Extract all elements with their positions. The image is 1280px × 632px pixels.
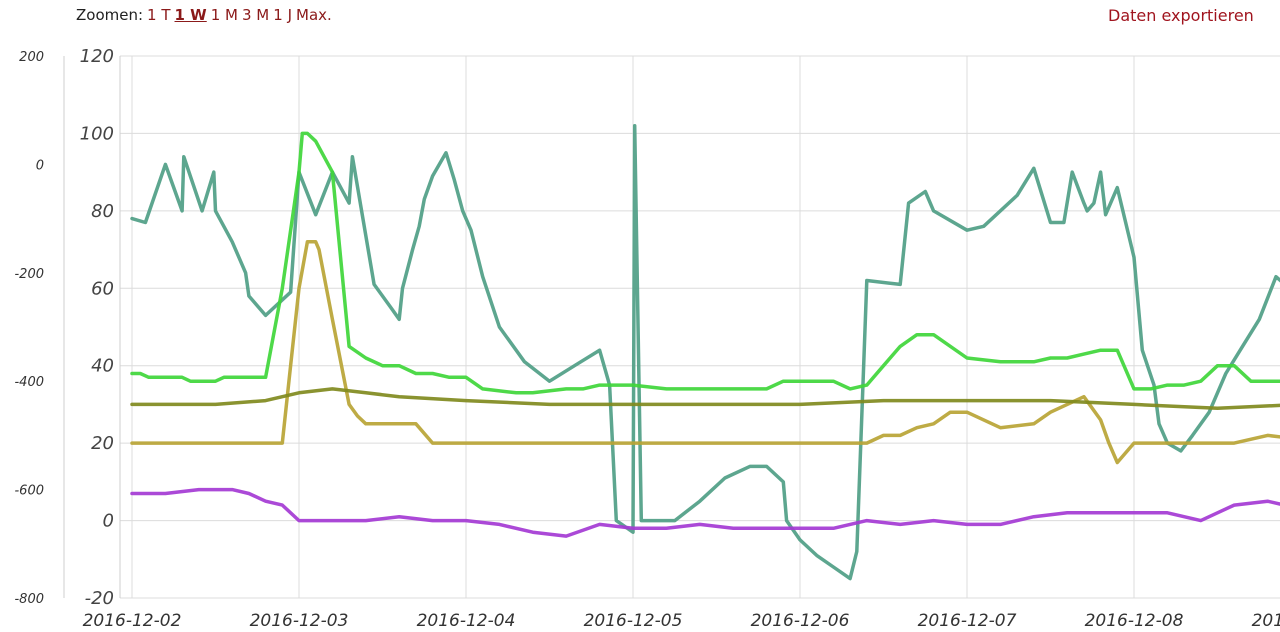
x-tick-label: 2016-12-02 <box>83 611 182 631</box>
export-data-link[interactable]: Daten exportieren <box>1108 6 1254 25</box>
series-line-2 <box>130 240 1280 465</box>
y-right-tick-label: 60 <box>91 278 114 299</box>
zoom-option-1[interactable]: 1 W <box>174 6 207 24</box>
zoom-option-3[interactable]: 3 M <box>242 6 270 24</box>
y-left-tick-label: 200 <box>19 50 44 65</box>
y-left-tick-label: 0 <box>36 158 44 173</box>
y-right-tick-label: 100 <box>80 123 114 144</box>
x-tick-label: 2016-12-07 <box>918 611 1017 631</box>
series-line-0 <box>130 123 1280 581</box>
y-right-tick-label: 80 <box>91 201 114 222</box>
zoom-label: Zoomen: <box>76 6 144 24</box>
y-right-tick-label: 120 <box>80 46 114 67</box>
zoom-option-2[interactable]: 1 M <box>210 6 238 24</box>
x-axis: 2016-12-02 2016-12-03 2016-12-04 2016-12-05… <box>83 611 1280 631</box>
series-line-3 <box>130 387 1280 411</box>
chart-series <box>130 123 1280 581</box>
x-tick-label: 2016-12-08 <box>1085 611 1184 631</box>
series-line-4 <box>130 487 1280 538</box>
y-left-axis: 200 0 -200 -400 -600 -800 <box>14 50 65 607</box>
zoom-option-5[interactable]: Max. <box>296 6 332 24</box>
x-tick-label: 2016-12-06 <box>751 611 850 631</box>
zoom-option-0[interactable]: 1 T <box>147 6 171 24</box>
x-tick-label: 2016-12-03 <box>250 611 349 631</box>
y-right-tick-label: 20 <box>91 433 114 454</box>
series-line-1 <box>130 131 1280 395</box>
zoom-option-4[interactable]: 1 J <box>273 6 293 24</box>
x-tick-label: 2016-12-04 <box>417 611 516 631</box>
y-left-tick-label: -600 <box>14 484 44 499</box>
y-right-tick-label: 0 <box>103 511 114 532</box>
y-left-tick-label: -400 <box>14 375 44 390</box>
x-tick-label: 2016-12-05 <box>584 611 683 631</box>
y-right-tick-label: -20 <box>85 588 114 609</box>
y-left-tick-label: -200 <box>14 267 44 282</box>
y-right-axis: 120 100 80 60 40 20 0 -20 <box>80 46 121 609</box>
y-right-tick-label: 40 <box>91 356 114 377</box>
y-left-tick-label: -800 <box>14 592 44 607</box>
x-tick-label: 2016-12-09 <box>1252 611 1280 631</box>
